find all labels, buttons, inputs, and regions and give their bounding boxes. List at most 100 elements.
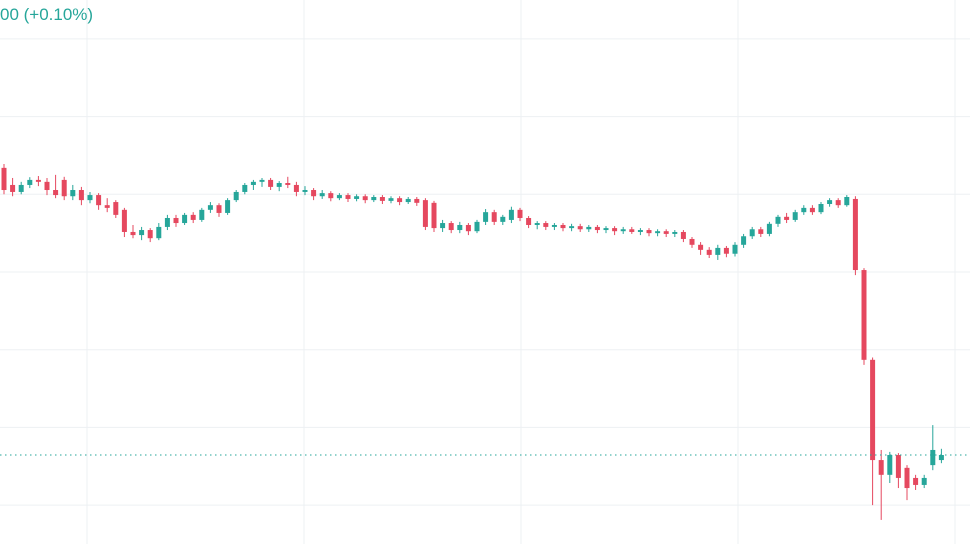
candle-down — [612, 226, 618, 236]
candle-body — [637, 230, 643, 232]
candle-body — [405, 198, 411, 203]
candle-body — [758, 229, 764, 234]
candle-down — [895, 453, 901, 489]
candle-down — [861, 268, 867, 365]
candle-up — [164, 214, 170, 231]
candle-up — [207, 202, 213, 213]
candle-down — [422, 198, 428, 231]
candle-body — [766, 223, 772, 234]
candle-body — [354, 196, 360, 199]
candle-down — [190, 212, 196, 224]
candle-down — [723, 245, 729, 258]
candle-down — [448, 221, 454, 234]
candle-body — [268, 179, 274, 187]
candle-body — [715, 247, 721, 255]
candle-down — [904, 465, 910, 501]
candle-body — [835, 200, 841, 206]
candle-down — [130, 224, 136, 239]
candle-down — [517, 207, 523, 222]
candle-down — [594, 224, 600, 234]
candle-body — [130, 231, 136, 236]
candle-down — [698, 242, 704, 255]
candle-up — [336, 193, 342, 201]
candle-body — [225, 200, 231, 213]
candle-up — [259, 177, 265, 187]
candle-body — [156, 226, 162, 239]
candle-up — [715, 244, 721, 260]
candle-body — [27, 179, 33, 185]
candle-body — [861, 270, 867, 360]
candle-up — [233, 190, 239, 203]
candle-body — [620, 229, 626, 232]
candle-down — [293, 181, 299, 197]
candle-body — [431, 202, 437, 229]
candle-body — [190, 214, 196, 220]
candle-body — [96, 195, 102, 206]
candle-up — [672, 230, 678, 238]
candle-up — [225, 198, 231, 215]
candle-body — [182, 214, 188, 224]
candle-body — [483, 212, 489, 222]
candle-up — [156, 223, 162, 241]
candle-up — [534, 221, 540, 230]
candle-body — [913, 477, 919, 485]
candle-body — [104, 205, 110, 208]
candle-down — [913, 474, 919, 490]
candle-down — [629, 226, 635, 234]
candle-body — [818, 204, 824, 213]
candle-body — [448, 223, 454, 231]
candle-up — [741, 233, 747, 248]
candle-up — [440, 219, 446, 232]
candle-down — [44, 177, 50, 196]
candle-down — [78, 186, 84, 206]
candle-body — [345, 195, 351, 199]
candle-down — [431, 200, 437, 232]
candle-down — [362, 194, 368, 204]
candle-body — [517, 209, 523, 218]
candle-up — [801, 205, 807, 215]
candle-body — [827, 200, 833, 204]
candle-up — [569, 223, 575, 232]
candle-up — [749, 226, 755, 239]
candle-up — [354, 194, 360, 202]
candle-up — [242, 183, 248, 195]
candle-body — [61, 179, 67, 197]
candle-down — [173, 214, 179, 227]
candle-body — [586, 226, 592, 230]
candle-body — [18, 184, 24, 192]
candle-down — [397, 196, 403, 206]
candle-body — [285, 183, 291, 185]
candle-body — [242, 184, 248, 192]
candle-body — [904, 467, 910, 489]
candle-up — [938, 448, 944, 464]
candle-body — [311, 190, 317, 197]
candle-up — [302, 186, 308, 196]
candle-body — [594, 226, 600, 231]
candle-up — [388, 196, 394, 204]
candle-body — [164, 217, 170, 227]
candle-body — [844, 197, 850, 206]
candle-down — [121, 207, 127, 238]
candle-body — [302, 190, 308, 192]
candle-body — [887, 455, 893, 475]
candle-body — [723, 247, 729, 254]
candle-down — [689, 237, 695, 248]
candle-body — [878, 460, 884, 475]
candle-body — [698, 244, 704, 250]
candle-body — [121, 209, 127, 232]
candle-down — [10, 177, 16, 197]
candle-up — [586, 224, 592, 232]
candle-body — [741, 236, 747, 245]
candle-body — [921, 477, 927, 485]
candle-down — [809, 205, 815, 215]
price-change-label: 00 (+0.10%) — [0, 5, 94, 24]
candle-down — [835, 198, 841, 208]
candle-body — [809, 207, 815, 213]
candle-up — [827, 198, 833, 207]
candle-body — [328, 193, 334, 199]
candle-down — [285, 176, 291, 189]
candle-down — [491, 209, 497, 225]
candle-down — [414, 197, 420, 206]
candle-up — [371, 195, 377, 203]
